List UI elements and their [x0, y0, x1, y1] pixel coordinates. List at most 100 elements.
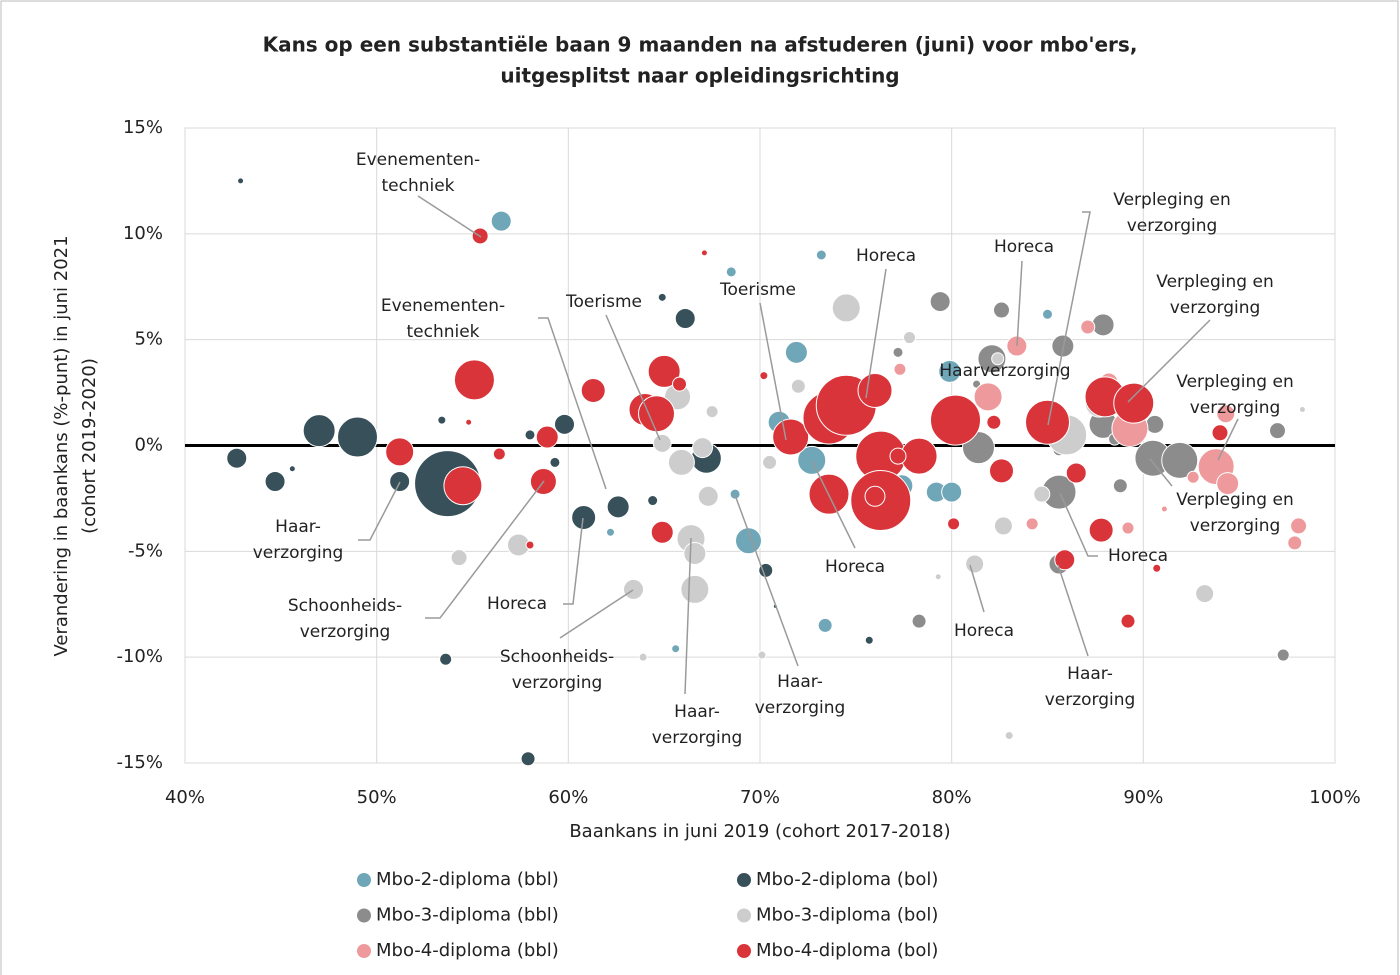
y-tick-label: -15%	[116, 752, 163, 773]
bubble	[1065, 462, 1087, 484]
bubble	[930, 394, 981, 446]
bubble	[302, 414, 336, 448]
bubble	[993, 516, 1013, 536]
bubble	[520, 751, 536, 767]
leader-line	[1149, 458, 1173, 487]
annotation: Verpleging en	[1176, 372, 1293, 392]
bubble	[941, 481, 963, 503]
bubble	[973, 382, 1003, 412]
bubble	[453, 359, 495, 401]
bubble	[700, 249, 708, 257]
annotation: verzorging	[755, 698, 846, 718]
bubble	[729, 488, 741, 500]
leader-line	[684, 537, 692, 695]
y-tick-label: 10%	[123, 223, 163, 244]
chart-title: Kans op een substantiële baan 9 maanden …	[263, 33, 1138, 57]
bubble	[650, 520, 674, 544]
legend-marker	[357, 873, 371, 887]
leader-line	[425, 480, 545, 619]
annotation: techniek	[406, 322, 479, 342]
annotation: Haar-	[674, 702, 720, 722]
y-tick-label: 15%	[123, 117, 163, 138]
annotation: Horeca	[487, 594, 547, 614]
annotation: Verpleging en	[1113, 190, 1230, 210]
annotation: Schoonheids-	[500, 647, 614, 667]
annotation: Horeca	[994, 237, 1054, 257]
bubble	[554, 413, 575, 435]
bubble	[1216, 404, 1236, 424]
y-axis-label: Verandering in baankans (%-punt) in juni…	[51, 235, 72, 656]
x-tick-label: 40%	[165, 787, 205, 808]
bubble	[831, 293, 861, 323]
bubble	[450, 549, 468, 567]
y-axis-label: (cohort 2019-2020)	[79, 358, 100, 534]
x-axis-label: Baankans in juni 2019 (cohort 2017-2018)	[569, 821, 950, 842]
leader-line	[1057, 564, 1089, 657]
annotation: verzorging	[1170, 298, 1261, 318]
legend-label: Mbo-2-diploma (bol)	[756, 869, 938, 890]
bubble	[1269, 422, 1286, 440]
bubble	[606, 495, 630, 519]
annotation: verzorging	[652, 728, 743, 748]
bubble	[680, 574, 710, 604]
bubble	[790, 378, 806, 394]
bubble	[1152, 563, 1162, 573]
leader-line	[1127, 319, 1211, 403]
annotation: Horeca	[1108, 546, 1168, 566]
legend-label: Mbo-4-diploma (bbl)	[376, 940, 559, 961]
bubble	[385, 437, 415, 467]
bubble	[1042, 308, 1053, 320]
bubble	[911, 613, 927, 629]
leader-line	[865, 268, 887, 399]
leader-line	[1016, 260, 1023, 347]
annotation: Verpleging en	[1176, 490, 1293, 510]
bubble	[1216, 472, 1240, 496]
x-tick-label: 80%	[932, 787, 972, 808]
annotation: Horeca	[954, 621, 1014, 641]
bubble	[1054, 549, 1076, 571]
bubble	[683, 541, 707, 565]
y-tick-label: -5%	[128, 540, 163, 561]
bubble	[991, 352, 1005, 366]
bubble	[857, 372, 893, 408]
annotation: verzorging	[253, 543, 344, 563]
bubble	[1160, 505, 1168, 513]
bubble	[389, 470, 411, 492]
bubble	[337, 416, 378, 458]
annotation: techniek	[381, 176, 454, 196]
bubble	[692, 437, 713, 459]
bubble	[525, 540, 535, 550]
bubble	[492, 447, 506, 461]
bubble	[671, 644, 681, 654]
bubble	[1080, 319, 1096, 335]
legend-marker	[357, 944, 371, 958]
bubble	[889, 447, 907, 465]
bubble	[725, 266, 737, 278]
y-tick-label: 0%	[134, 435, 163, 456]
bubble	[864, 485, 886, 507]
bubble	[524, 429, 536, 441]
bubble	[903, 331, 916, 345]
bubble	[938, 359, 962, 383]
bubble	[1145, 414, 1165, 434]
bubble	[606, 527, 615, 537]
leader-line	[605, 314, 661, 441]
bubble	[965, 554, 985, 574]
bubble	[437, 415, 447, 425]
leader-line	[1059, 492, 1098, 557]
bubble	[647, 495, 659, 507]
bubble	[1161, 441, 1199, 479]
annotation: Evenementen-	[356, 150, 480, 170]
bubble	[993, 301, 1010, 319]
legend-label: Mbo-4-diploma (bol)	[756, 940, 938, 961]
bubble	[1006, 335, 1028, 357]
annotation: Haarverzorging	[939, 361, 1070, 381]
annotation: Evenementen-	[381, 296, 505, 316]
bubble	[1211, 424, 1229, 442]
annotation: Verpleging en	[1156, 272, 1273, 292]
bubble	[929, 291, 951, 313]
leader-line	[969, 564, 985, 613]
x-tick-label: 90%	[1123, 787, 1163, 808]
